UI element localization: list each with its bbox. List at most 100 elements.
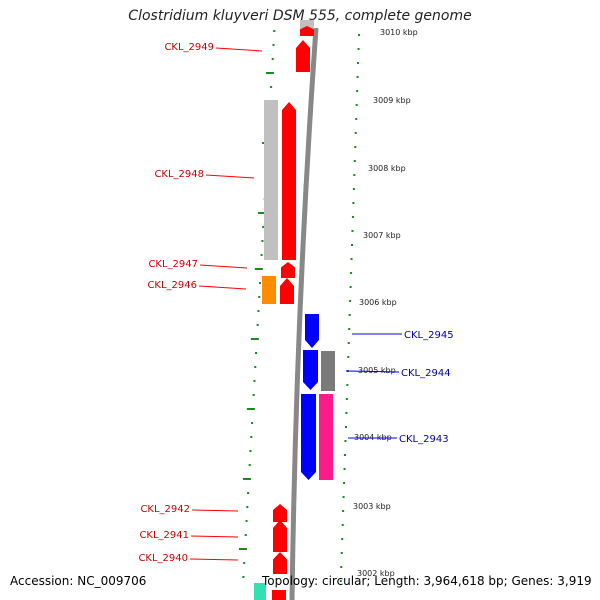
tick-mark [348,314,351,316]
scale-label: 3005 kbp [358,366,396,375]
gene-label: CKL_2943 [399,434,449,445]
feature-block [262,276,276,304]
tick-mark [270,86,273,88]
tick-mark [343,468,346,470]
gene-arrow [305,314,319,348]
tick-mark [355,118,358,120]
tick-mark [358,34,360,36]
gene-arrow [280,278,294,304]
tick-track-right [339,34,360,582]
gene-leader-line [198,285,247,290]
tick-mark [343,482,346,484]
gene-label: CKL_2948 [154,169,204,180]
scale-label: 3010 kbp [380,28,418,37]
gene-leader-line [215,47,263,52]
tick-mark [273,30,276,32]
tick-mark [345,412,348,414]
feature-block [272,590,286,600]
tick-mark [353,160,356,162]
tick-mark [344,426,347,428]
gene-leader-line [190,535,239,538]
tick-mark [257,212,266,214]
gene-leader-line [199,264,248,269]
tick-mark [257,310,260,312]
tick-mark [265,72,274,74]
tick-mark [249,450,252,452]
tick-mark [272,44,275,46]
tick-mark [259,282,262,284]
tick-mark [255,352,258,354]
tick-mark [347,342,350,344]
feature-block [264,100,278,260]
tick-mark [345,398,348,400]
tick-mark [350,272,353,274]
gene-label: CKL_2945 [404,330,454,341]
tick-mark [355,104,358,106]
feature-block [254,583,266,600]
tick-mark [354,146,357,148]
tick-mark [250,338,259,340]
tick-mark [357,48,360,50]
tick-mark [246,506,249,508]
tick-mark [349,286,352,288]
scale-labels: 3010 kbp 3009 kbp 3008 kbp 3007 kbp 3006 kbp… [353,28,418,578]
tick-mark [254,366,257,368]
tick-mark [347,356,350,358]
scale-label: 3009 kbp [373,96,411,105]
gene-label: CKL_2947 [148,259,198,270]
accession-text: Accession: NC_009706 [10,574,147,588]
tick-mark [340,566,343,568]
gene-label: CKL_2940 [138,553,188,564]
tick-mark [344,440,347,442]
gene-leader-line [205,174,255,179]
map-title: Clostridium kluyveri DSM 555, complete g… [128,8,472,24]
gene-label: CKL_2942 [140,504,190,515]
tick-mark [341,524,344,526]
gene-arrow [296,40,310,72]
gene-label: CKL_2941 [139,530,189,541]
tick-mark [247,492,250,494]
scale-label: 3007 kbp [363,231,401,240]
tick-mark [344,454,346,456]
tick-mark [261,240,264,242]
gene-arrow [303,350,318,390]
tick-mark [352,188,355,190]
feature-block [319,394,333,480]
gene-label: CKL_2944 [401,368,451,379]
gene-arrow [301,394,316,480]
tick-mark [238,548,247,550]
gene-label: CKL_2946 [147,280,197,291]
tick-mark [244,534,247,536]
tick-mark [262,226,265,228]
tick-mark [356,90,359,92]
tick-mark [351,230,354,232]
tick-mark [340,552,343,554]
gene-arrow [273,504,287,522]
tick-mark [352,202,355,204]
tick-mark [357,62,360,64]
scale-label: 3008 kbp [368,164,406,173]
gene-arrow [281,262,295,278]
tick-mark [341,538,344,540]
gene-leader-line [191,509,239,512]
tick-mark [260,254,263,256]
gene-leader-line [345,370,400,373]
tick-mark [354,132,357,134]
feature-track [254,20,335,600]
tick-mark [250,436,253,438]
tick-mark [342,510,345,512]
scale-label: 3003 kbp [353,502,391,511]
gene-arrow [273,520,287,552]
gene-label: CKL_2949 [164,42,214,53]
tick-mark [271,58,274,60]
tick-mark [251,422,254,424]
tick-mark [348,328,351,330]
tick-mark [242,576,245,578]
tick-mark [243,562,246,564]
tick-mark [252,394,255,396]
tick-mark [353,174,356,176]
tick-mark [254,268,263,270]
tick-mark [245,520,248,522]
